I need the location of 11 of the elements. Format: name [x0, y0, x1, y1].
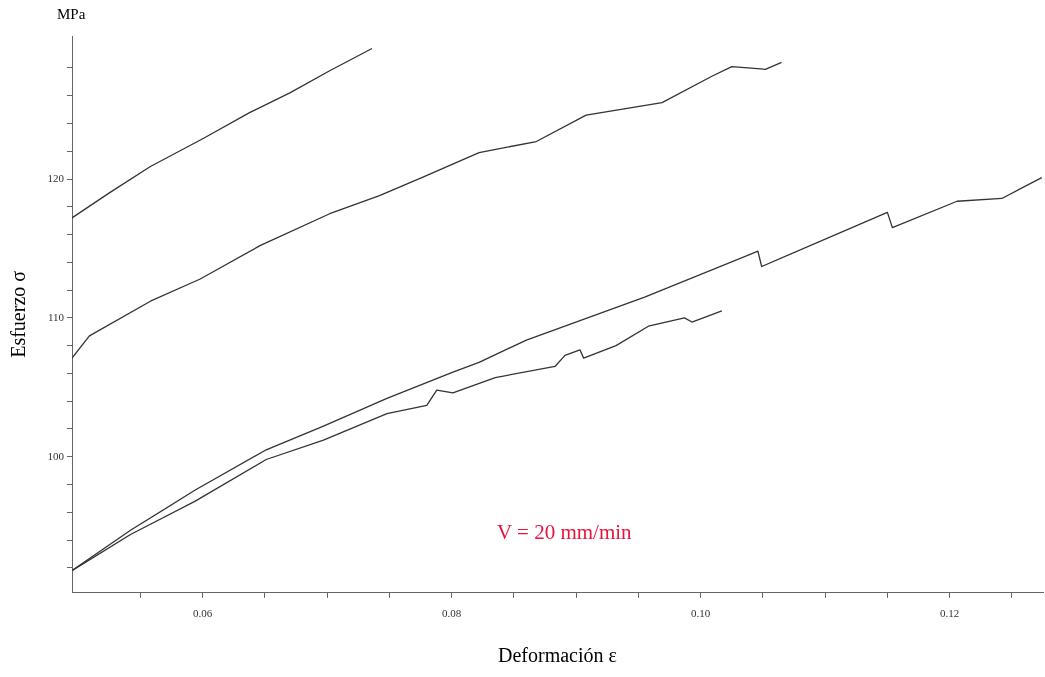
y-axis-title: Esfuerzo σ	[7, 270, 30, 358]
x-tick-label: 0.06	[193, 607, 213, 620]
x-tick-label: 0.12	[940, 607, 960, 620]
x-tick-label: 0.08	[442, 607, 462, 620]
text: MPa	[57, 6, 86, 23]
y-tick-label: 100	[47, 449, 65, 462]
y-tick-label: 110	[47, 310, 65, 323]
x-tick-label: 0.10	[691, 607, 711, 620]
annotation: V = 20 mm/min	[497, 520, 632, 545]
x-axis-title: Deformación ε	[498, 644, 617, 667]
y-tick-label: 120	[47, 171, 65, 184]
